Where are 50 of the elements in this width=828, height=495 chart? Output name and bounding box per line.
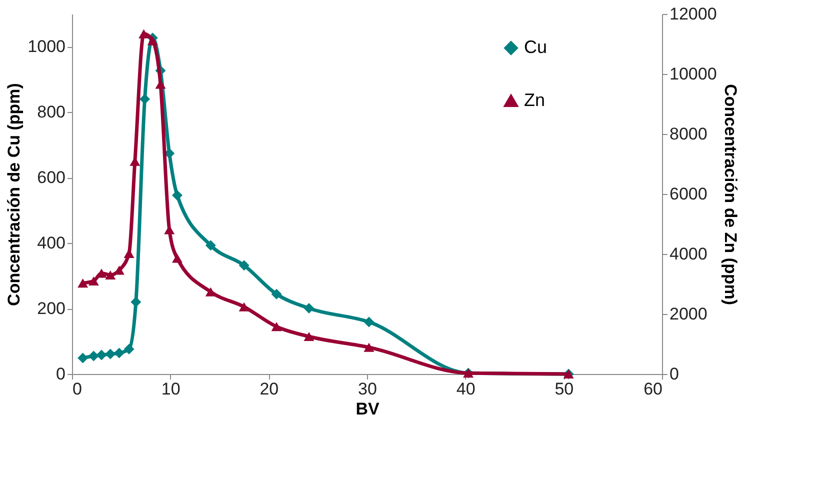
y2-tick-label: 0 — [670, 364, 679, 384]
x-tick-label: 20 — [260, 380, 279, 398]
point — [105, 270, 116, 280]
y2-tick-label: 4000 — [670, 244, 708, 264]
point — [238, 302, 250, 312]
point — [205, 240, 216, 251]
point — [238, 260, 250, 271]
x-tick-label: 50 — [554, 380, 574, 398]
point — [147, 36, 158, 46]
point — [172, 190, 182, 201]
y2-tick-label: 2000 — [670, 304, 708, 324]
point — [271, 288, 282, 300]
x-tick-label: 40 — [456, 380, 476, 398]
point — [140, 94, 150, 104]
point — [304, 332, 314, 342]
point — [130, 296, 142, 308]
legend-label: Zn — [524, 90, 546, 110]
point — [138, 29, 150, 38]
y-tick-label: 1000 — [28, 37, 66, 56]
y2-tick-label: 12000 — [670, 4, 717, 24]
point — [78, 278, 88, 288]
point — [205, 287, 216, 296]
point — [114, 348, 124, 358]
y2-tick-label: 8000 — [670, 124, 708, 144]
point — [271, 322, 282, 332]
x-tick-label: 60 — [644, 380, 662, 398]
y-tick-label: 800 — [37, 102, 66, 122]
y-tick-label: 0 — [56, 364, 66, 384]
point — [88, 350, 99, 362]
y-tick-label: 200 — [37, 299, 66, 318]
point — [364, 342, 374, 352]
x-axis-title: BV — [356, 400, 380, 418]
point — [364, 316, 374, 328]
point — [172, 254, 182, 263]
point — [78, 352, 88, 364]
y2-tick-label: 6000 — [670, 184, 708, 204]
point — [88, 276, 99, 286]
point — [96, 350, 107, 360]
y-tick-label: 600 — [37, 168, 66, 188]
x-tick-label: 0 — [72, 380, 82, 398]
point — [105, 348, 116, 360]
x-tick-label: 10 — [161, 380, 180, 398]
point — [304, 302, 314, 314]
y-tick-label: 400 — [37, 234, 66, 253]
y-axis-title: Concentración de Cu (ppm) — [4, 83, 24, 306]
legend-label: Cu — [524, 37, 548, 57]
y2-tick-label: 10000 — [670, 64, 717, 84]
y2-axis-title: Concentración de Zn (ppm) — [720, 84, 740, 305]
point — [124, 344, 134, 354]
x-tick-label: 30 — [358, 380, 377, 398]
